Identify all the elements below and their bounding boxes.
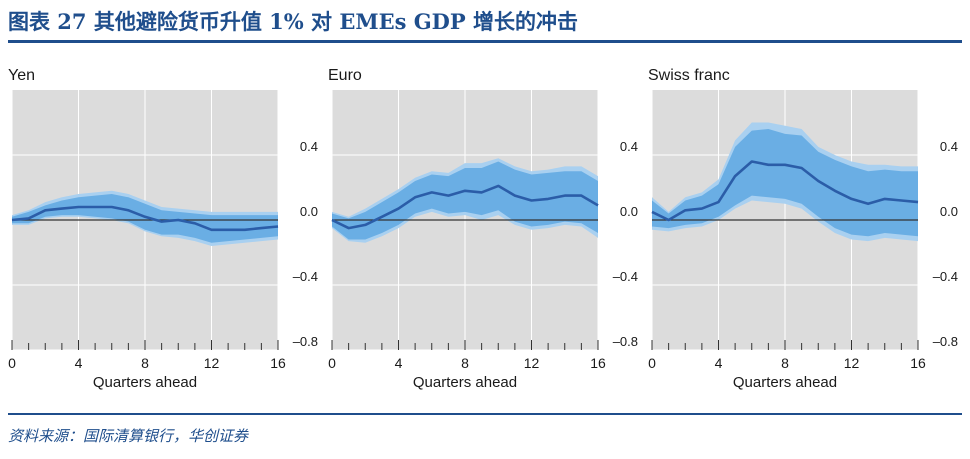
y-tick-label: –0.8	[613, 334, 638, 349]
x-tick-label: 12	[524, 355, 540, 371]
x-tick-label: 4	[75, 355, 83, 371]
y-tick-label: –0.4	[933, 269, 958, 284]
x-axis-label: Quarters ahead	[93, 374, 197, 391]
panel-title: Swiss franc	[648, 67, 730, 84]
x-tick-label: 8	[141, 355, 149, 371]
x-tick-label: 0	[8, 355, 16, 371]
x-tick-label: 12	[844, 355, 860, 371]
chart-panel-euro: Euro 0.4 0.0 –0.4 –0.8 0 4 8 12 16 Quarters ahead	[328, 67, 638, 391]
x-tick-label: 4	[395, 355, 403, 371]
y-tick-label: –0.8	[933, 334, 958, 349]
y-tick-label: 0.0	[940, 204, 958, 219]
x-axis-label: Quarters ahead	[413, 374, 517, 391]
y-tick-label: 0.0	[620, 204, 638, 219]
source-note: 资料来源：国际清算银行，华创证券	[8, 427, 249, 445]
x-tick-label: 16	[910, 355, 926, 371]
y-tick-label: 0.4	[620, 139, 638, 154]
median-line	[331, 184, 599, 230]
panel-title: Yen	[8, 67, 35, 84]
inner-confidence-band	[652, 129, 918, 237]
panel-title: Euro	[328, 67, 362, 84]
x-tick-label: 8	[461, 355, 469, 371]
figure-title: 图表 27 其他避险货币升值 1% 对 EMEs GDP 增长的冲击	[8, 9, 578, 34]
title-rule	[8, 40, 962, 43]
chart-panel-yen: Yen 0.4 0.0 –0.4 –0.8 0 4 8 12 16 Quarters ahead	[8, 67, 318, 391]
y-tick-label: 0.4	[940, 139, 958, 154]
y-tick-label: –0.4	[613, 269, 638, 284]
x-axis-label: Quarters ahead	[733, 374, 837, 391]
charts-row: Yen 0.4 0.0 –0.4 –0.8 0 4 8 12 16 Quarters ahead E…	[0, 60, 970, 410]
y-tick-label: –0.8	[293, 334, 318, 349]
median-line	[11, 205, 279, 232]
y-tick-label: 0.0	[300, 204, 318, 219]
median-line	[651, 160, 919, 222]
x-tick-label: 16	[270, 355, 286, 371]
y-tick-label: 0.4	[300, 139, 318, 154]
x-tick-label: 0	[648, 355, 656, 371]
y-tick-label: –0.4	[293, 269, 318, 284]
x-tick-label: 16	[590, 355, 606, 371]
chart-panel-swiss-franc: Swiss franc 0.4 0.0 –0.4 –0.8 0 4 8 12 16 Quarters…	[648, 67, 958, 391]
x-tick-label: 8	[781, 355, 789, 371]
bottom-rule	[8, 413, 962, 415]
x-tick-label: 12	[204, 355, 220, 371]
x-tick-label: 4	[715, 355, 723, 371]
x-tick-label: 0	[328, 355, 336, 371]
